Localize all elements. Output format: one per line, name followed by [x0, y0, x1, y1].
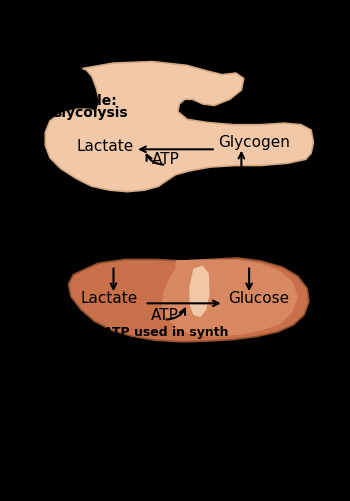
Polygon shape	[162, 260, 298, 337]
Text: glucose (glu: glucose (glu	[59, 337, 145, 350]
Polygon shape	[45, 63, 314, 192]
Text: ATP: ATP	[151, 308, 178, 323]
Text: Glycogen: Glycogen	[218, 135, 290, 150]
Text: Liver: ATP used in synth: Liver: ATP used in synth	[59, 325, 229, 338]
Text: Muscle:: Muscle:	[58, 94, 118, 108]
Text: Glycolysis: Glycolysis	[50, 106, 127, 120]
Polygon shape	[189, 266, 210, 318]
Polygon shape	[69, 259, 309, 342]
Text: ATP: ATP	[152, 152, 180, 167]
Text: Glucose: Glucose	[228, 290, 289, 305]
Text: recov: recov	[59, 348, 98, 361]
Text: Lactate: Lactate	[76, 139, 134, 154]
Text: Lactate: Lactate	[81, 290, 138, 305]
